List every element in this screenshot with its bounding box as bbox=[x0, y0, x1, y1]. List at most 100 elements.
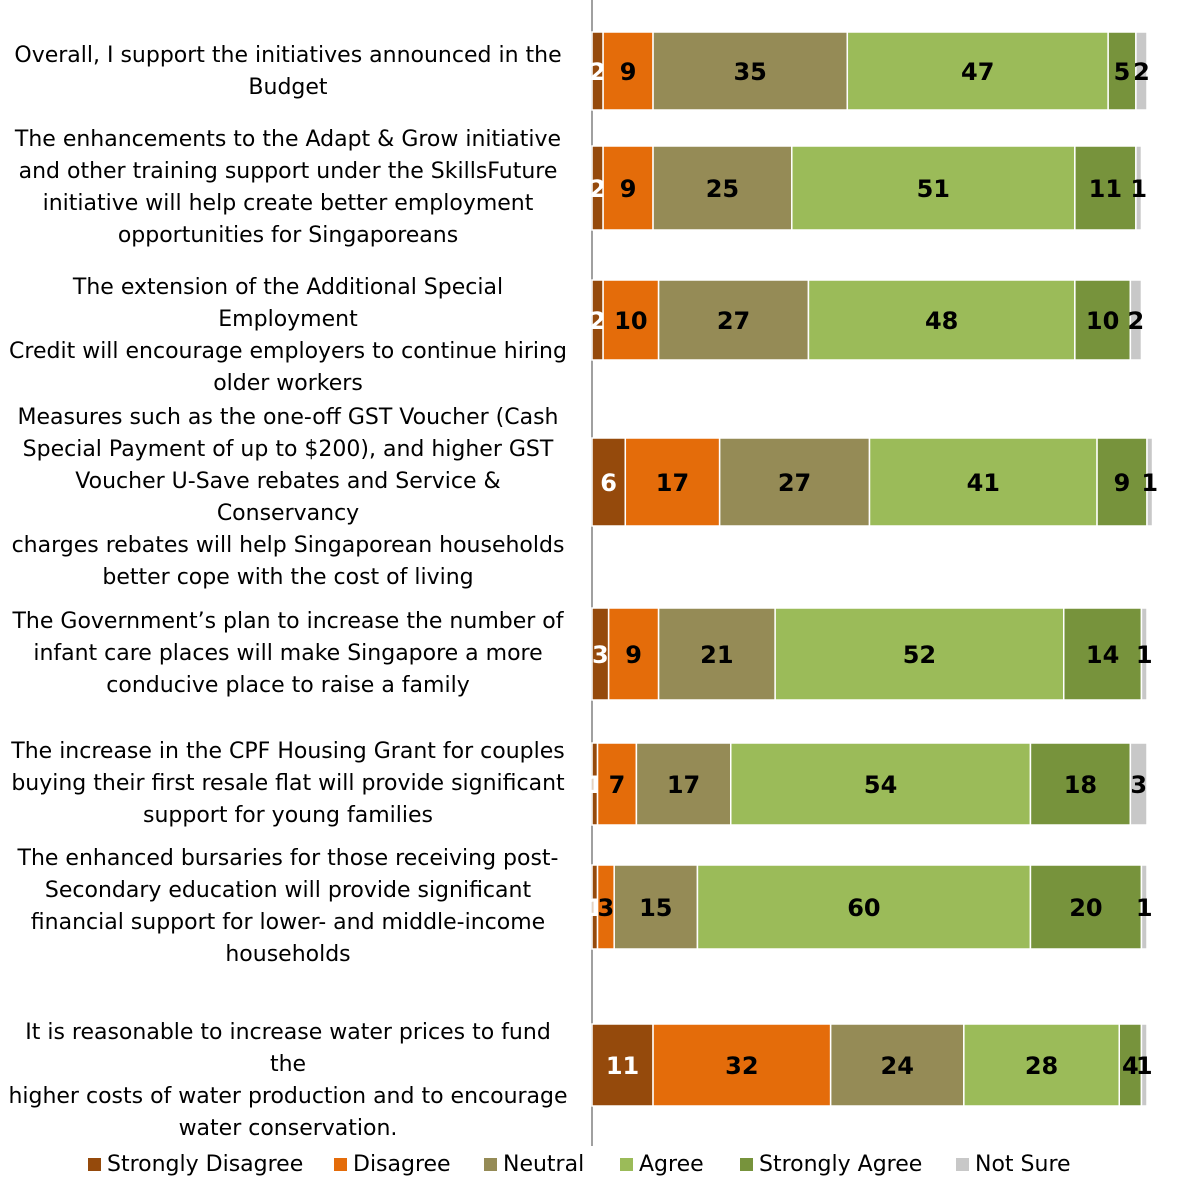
data-label: 10 bbox=[614, 307, 647, 335]
data-label: 21 bbox=[700, 641, 733, 669]
data-label: 11 bbox=[1089, 175, 1122, 203]
legend-label: Agree bbox=[639, 1151, 704, 1177]
bar-segment-strongly-agree bbox=[1029, 864, 1143, 950]
category-label: Overall, I support the initiatives annou… bbox=[14, 43, 562, 100]
data-label: 47 bbox=[961, 58, 994, 86]
data-label: 35 bbox=[733, 58, 766, 86]
legend-item: Strongly Disagree bbox=[88, 1146, 303, 1182]
bar-segment-disagree bbox=[652, 1023, 832, 1107]
legend-item: Disagree bbox=[334, 1146, 451, 1182]
data-label: 17 bbox=[667, 771, 700, 799]
data-label: 1 bbox=[1130, 175, 1147, 203]
data-label: 27 bbox=[717, 307, 750, 335]
bar-segment-disagree bbox=[607, 607, 660, 701]
data-label: 10 bbox=[1086, 307, 1119, 335]
data-label: 52 bbox=[903, 641, 936, 669]
bar-segment-neutral bbox=[829, 1023, 965, 1107]
bar-segment-not-sure bbox=[1135, 145, 1143, 231]
bar-segment-neutral bbox=[652, 145, 793, 231]
data-label: 3 bbox=[592, 641, 609, 669]
bar-segment-agree bbox=[791, 145, 1076, 231]
legend-swatch bbox=[620, 1157, 633, 1171]
bar-segment-not-sure bbox=[1140, 1023, 1148, 1107]
data-label: 2 bbox=[589, 307, 606, 335]
data-label: 60 bbox=[847, 894, 880, 922]
category-label: The Government’s plan to increase the nu… bbox=[12, 609, 564, 698]
chart-legend: Strongly Disagree Disagree Neutral Agree Str… bbox=[0, 1146, 1183, 1182]
legend-label: Disagree bbox=[353, 1151, 451, 1177]
data-label: 41 bbox=[967, 469, 1000, 497]
data-label: 27 bbox=[778, 469, 811, 497]
legend-item: Strongly Agree bbox=[740, 1146, 922, 1182]
data-label: 28 bbox=[1025, 1052, 1058, 1080]
bar-segment-strongly-agree bbox=[1029, 742, 1132, 826]
bar-segment-not-sure bbox=[1135, 31, 1148, 111]
data-label: 11 bbox=[606, 1052, 639, 1080]
data-label: 2 bbox=[589, 58, 606, 86]
category-label: The enhanced bursaries for those receivi… bbox=[17, 846, 559, 967]
data-label: 2 bbox=[1128, 307, 1145, 335]
legend-swatch bbox=[88, 1157, 101, 1171]
legend-swatch bbox=[334, 1157, 347, 1171]
bar-segment-neutral bbox=[718, 437, 871, 527]
bar-segment-disagree bbox=[602, 31, 654, 111]
legend-label: Strongly Agree bbox=[759, 1151, 923, 1177]
data-label: 9 bbox=[620, 175, 637, 203]
data-label: 4 bbox=[1122, 1052, 1139, 1080]
data-label: 51 bbox=[917, 175, 950, 203]
bar-segment-agree bbox=[774, 607, 1065, 701]
data-label: 9 bbox=[625, 641, 642, 669]
legend-item: Not Sure bbox=[956, 1146, 1071, 1182]
legend-swatch bbox=[740, 1157, 753, 1171]
bar-segment-not-sure bbox=[1129, 279, 1143, 361]
data-label: 17 bbox=[656, 469, 689, 497]
bar-segment-neutral bbox=[657, 279, 810, 361]
data-label: 18 bbox=[1064, 771, 1097, 799]
bar-segment-agree bbox=[730, 742, 1032, 826]
data-label: 32 bbox=[725, 1052, 758, 1080]
bar-segment-agree bbox=[963, 1023, 1120, 1107]
bar-segment-strongly-agree bbox=[1074, 145, 1137, 231]
bar-segment-not-sure bbox=[1140, 864, 1148, 950]
bar-segment-strongly-agree bbox=[1107, 31, 1137, 111]
data-label: 24 bbox=[881, 1052, 914, 1080]
bar-segment-disagree bbox=[602, 279, 660, 361]
data-label: 1 bbox=[1136, 894, 1153, 922]
bar-segment-not-sure bbox=[1146, 437, 1154, 527]
legend-label: Not Sure bbox=[975, 1151, 1071, 1177]
legend-label: Strongly Disagree bbox=[107, 1151, 304, 1177]
category-label: The extension of the Additional Special … bbox=[9, 275, 567, 396]
data-label: 15 bbox=[639, 894, 672, 922]
bar-segment-disagree bbox=[596, 742, 638, 826]
data-label: 1 bbox=[1136, 641, 1153, 669]
category-label: The increase in the CPF Housing Grant fo… bbox=[11, 739, 565, 828]
bar-segment-agree bbox=[807, 279, 1076, 361]
bar-segment-neutral bbox=[635, 742, 732, 826]
data-label: 3 bbox=[598, 894, 615, 922]
data-label: 5 bbox=[1114, 58, 1131, 86]
bar-segment-strongly-agree bbox=[1074, 279, 1132, 361]
data-label: 3 bbox=[1130, 771, 1147, 799]
bar-segment-agree bbox=[696, 864, 1032, 950]
data-label: 6 bbox=[600, 469, 617, 497]
category-label: The enhancements to the Adapt & Grow ini… bbox=[14, 127, 562, 248]
category-label: It is reasonable to increase water price… bbox=[8, 1020, 568, 1141]
bar-segment-not-sure bbox=[1140, 607, 1148, 701]
data-label: 9 bbox=[1114, 469, 1131, 497]
bar-segment-disagree bbox=[602, 145, 654, 231]
data-label: 25 bbox=[706, 175, 739, 203]
data-label: 7 bbox=[609, 771, 626, 799]
bar-segment-strongly-agree bbox=[1096, 437, 1148, 527]
bar-segment-strongly-agree bbox=[1063, 607, 1143, 701]
data-label: 1 bbox=[1136, 1052, 1153, 1080]
data-label: 1 bbox=[1141, 469, 1158, 497]
data-label: 48 bbox=[925, 307, 958, 335]
bar-segment-disagree bbox=[624, 437, 721, 527]
bar-segment-not-sure bbox=[1129, 742, 1148, 826]
legend-swatch bbox=[956, 1157, 969, 1171]
data-label: 54 bbox=[864, 771, 897, 799]
data-label: 9 bbox=[620, 58, 637, 86]
legend-swatch bbox=[484, 1157, 497, 1171]
data-label: 14 bbox=[1086, 641, 1119, 669]
